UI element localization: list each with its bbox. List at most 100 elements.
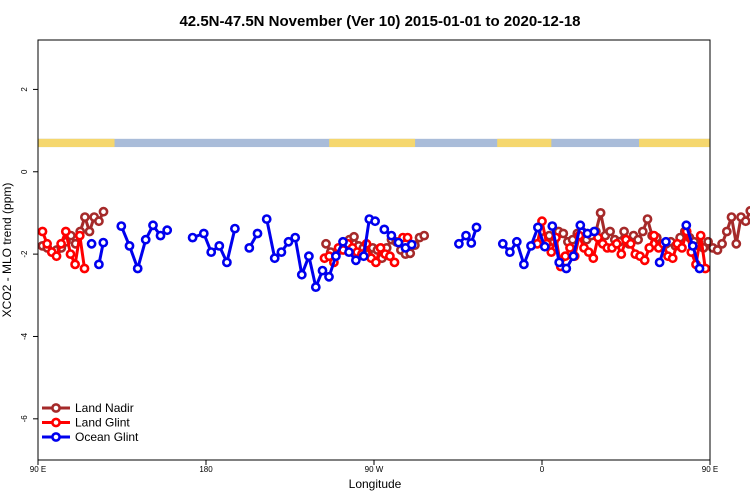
legend-item: Land Nadir (42, 401, 134, 415)
data-point (98, 206, 109, 217)
x-axis-label: Longitude (349, 477, 402, 491)
x-tick-label: 90 E (30, 465, 46, 474)
data-point (252, 228, 263, 239)
x-axis: 90 E 180 90 W 0 90 E (30, 460, 718, 474)
data-point (344, 247, 354, 257)
data-point (148, 220, 158, 231)
data-point (588, 253, 599, 264)
data-point (633, 234, 643, 245)
data-point (116, 221, 127, 231)
data-point (740, 216, 750, 227)
data-point (461, 230, 471, 241)
data-point (330, 251, 341, 262)
data-point (589, 226, 600, 237)
y-tick-label: 2 (20, 87, 29, 92)
data-point (51, 251, 62, 262)
data-point (187, 232, 198, 243)
data-point (124, 240, 135, 251)
data-point (687, 240, 698, 251)
data-point (547, 221, 558, 231)
x-tick-label: 180 (199, 465, 213, 474)
series-ocean-glint (86, 214, 705, 292)
data-point (261, 214, 272, 224)
x-tick-label: 90 W (365, 465, 384, 474)
data-point (575, 220, 586, 231)
data-point (561, 263, 572, 274)
data-point (694, 263, 705, 274)
y-tick-label: -4 (20, 332, 29, 340)
series-layer (37, 206, 750, 292)
data-point (370, 257, 381, 268)
data-point (625, 238, 636, 249)
data-point (198, 228, 209, 239)
data-point (70, 259, 80, 270)
data-point (619, 226, 629, 237)
data-point (539, 241, 550, 252)
data-point (497, 238, 508, 249)
data-point (453, 238, 464, 249)
data-point (639, 255, 650, 266)
y-tick-label: 0 (20, 169, 29, 174)
data-point (98, 237, 109, 248)
y-tick-label: -2 (20, 250, 29, 258)
data-point (303, 251, 314, 262)
data-point (221, 257, 232, 268)
data-point (466, 238, 477, 248)
data-point (726, 212, 737, 222)
data-point (321, 238, 331, 249)
data-point (393, 237, 404, 248)
data-point (558, 228, 569, 239)
data-point (296, 269, 307, 280)
data-point (37, 226, 48, 237)
data-point (717, 238, 727, 249)
data-point (667, 253, 678, 264)
data-point (560, 251, 571, 262)
data-point (402, 232, 413, 243)
data-point (568, 251, 579, 262)
data-point (389, 257, 400, 268)
data-point (379, 224, 390, 235)
data-point (504, 247, 515, 257)
data-point (80, 212, 90, 222)
data-point (637, 226, 648, 237)
data-point (595, 207, 606, 218)
data-point (206, 247, 217, 257)
data-point (605, 226, 615, 237)
legend-marker (51, 417, 61, 428)
data-point (375, 242, 386, 253)
data-point (276, 247, 287, 257)
data-point (546, 247, 557, 257)
data-point (86, 238, 97, 249)
data-point (94, 259, 104, 270)
legend-item: Land Glint (42, 416, 130, 430)
data-point (583, 247, 594, 257)
data-point (661, 236, 671, 247)
y-axis-label: XCO2 - MLO trend (ppm) (0, 183, 14, 318)
data-point (338, 236, 348, 247)
data-point (74, 230, 85, 241)
data-point (695, 230, 706, 241)
data-point (349, 231, 359, 242)
data-point (526, 240, 536, 251)
data-point (731, 238, 742, 249)
land-band-segment (639, 138, 710, 148)
data-point (384, 251, 395, 262)
data-point (350, 255, 361, 266)
data-point (42, 238, 52, 249)
data-point (642, 214, 653, 224)
data-point (56, 238, 66, 249)
data-point (244, 242, 255, 253)
data-point (290, 232, 301, 243)
x-tick-label: 0 (540, 465, 545, 474)
data-point (554, 257, 565, 268)
land-band-segment (329, 138, 416, 148)
data-point (94, 216, 104, 227)
data-point (611, 238, 622, 249)
land-ocean-band (38, 138, 710, 148)
x-tick-label: 90 E (702, 465, 718, 474)
data-point (511, 236, 522, 247)
legend-label: Ocean Glint (75, 430, 139, 444)
legend-marker (51, 403, 61, 413)
